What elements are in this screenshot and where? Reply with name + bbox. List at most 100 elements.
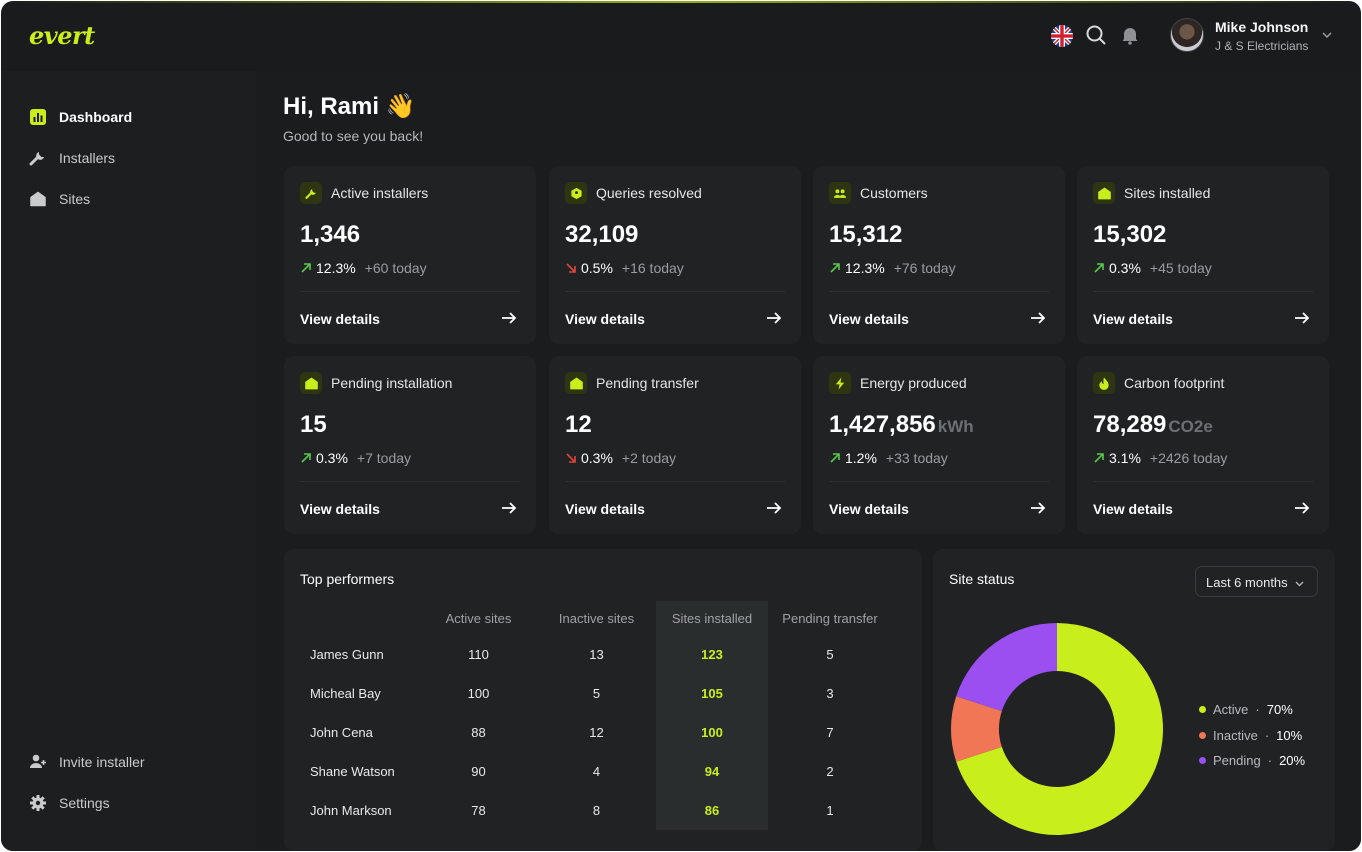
card-pct: 3.1% (1109, 450, 1141, 466)
card-unit: CO2e (1168, 417, 1213, 436)
panel-title: Top performers (300, 571, 395, 587)
table-row[interactable]: James Gunn 110 13 123 5 (300, 635, 892, 674)
arrow-right-icon[interactable] (1029, 309, 1047, 327)
card-today: +76 today (893, 260, 956, 276)
stat-card-pending-installation: Pending installation 15 0.3% +7 today Vi… (284, 356, 536, 534)
arrow-right-icon[interactable] (765, 499, 783, 517)
arrow-right-icon[interactable] (500, 309, 518, 327)
donut-slice-pending[interactable] (956, 623, 1057, 712)
divider (565, 481, 785, 482)
view-details-link[interactable]: View details (829, 311, 909, 327)
divider (1093, 481, 1313, 482)
view-details-link[interactable]: View details (565, 501, 645, 517)
cell-active-sites: 110 (468, 647, 489, 662)
stat-card-customers: Customers 15,312 12.3% +76 today View de… (813, 166, 1065, 344)
view-details-link[interactable]: View details (300, 311, 380, 327)
main-content: Hi, Rami 👋 Good to see you back! Active … (256, 71, 1361, 851)
column-header[interactable]: Active sites (445, 610, 512, 626)
site-status-panel: Site status Last 6 months Active · 70% I… (933, 549, 1335, 851)
legend-dot (1199, 731, 1206, 739)
legend-label: Inactive (1213, 727, 1258, 743)
trend-down-icon (566, 453, 576, 463)
arrow-right-icon[interactable] (1029, 499, 1047, 517)
cell-inactive-sites: 8 (592, 803, 601, 818)
column-header[interactable]: Inactive sites (558, 610, 635, 626)
user-plus-icon (29, 753, 47, 771)
arrow-right-icon[interactable] (1293, 309, 1311, 327)
site-status-donut-chart (951, 623, 1163, 835)
view-details-link[interactable]: View details (1093, 501, 1173, 517)
stat-card-pending-transfer: Pending transfer 12 0.3% +2 today View d… (549, 356, 801, 534)
cell-sites-installed: 94 (656, 752, 768, 791)
legend-value: 70% (1266, 702, 1293, 718)
user-menu[interactable]: Mike Johnson J & S Electricians (1170, 18, 1345, 58)
divider (829, 481, 1049, 482)
flame-icon (1093, 372, 1115, 394)
chevron-down-icon[interactable] (1320, 28, 1334, 42)
card-delta: 12.3% +76 today (829, 260, 956, 276)
card-delta: 12.3% +60 today (300, 260, 427, 276)
cell-active-sites: 100 (467, 686, 490, 701)
legend-item-active: Active · 70% (1199, 697, 1305, 723)
uk-flag-icon[interactable] (1051, 25, 1073, 47)
legend-dot (1199, 706, 1206, 714)
column-header[interactable]: Sites installed (656, 601, 768, 635)
arrow-right-icon[interactable] (500, 499, 518, 517)
trend-up-icon (830, 453, 840, 463)
app-logo[interactable]: evert (29, 21, 95, 50)
view-details-link[interactable]: View details (829, 501, 909, 517)
view-details-link[interactable]: View details (1093, 311, 1173, 327)
card-title: Customers (860, 185, 928, 201)
sidebar-item-dashboard[interactable]: Dashboard (29, 105, 132, 129)
arrow-right-icon[interactable] (765, 309, 783, 327)
table-header-row: Active sites Inactive sites Sites instal… (300, 601, 892, 635)
trend-up-icon (301, 453, 311, 463)
legend-item-inactive: Inactive · 10% (1199, 723, 1305, 749)
divider (300, 481, 520, 482)
arrow-right-icon[interactable] (1293, 499, 1311, 517)
card-delta: 1.2% +33 today (829, 450, 948, 466)
card-pct: 12.3% (316, 260, 356, 276)
table-row[interactable]: John Cena 88 12 100 7 (300, 713, 892, 752)
legend-separator: · (1264, 727, 1270, 743)
avatar[interactable] (1170, 18, 1204, 52)
donut-slice-inactive[interactable] (951, 696, 1002, 762)
performer-name: Shane Watson (310, 764, 395, 779)
view-details-link[interactable]: View details (565, 311, 645, 327)
stat-card-queries-resolved: Queries resolved 32,109 0.5% +16 today V… (549, 166, 801, 344)
divider (829, 291, 1049, 292)
sidebar-item-label: Installers (59, 150, 116, 166)
card-today: +60 today (364, 260, 427, 276)
cell-sites-installed: 105 (656, 674, 768, 713)
search-icon[interactable] (1084, 23, 1108, 47)
bell-icon[interactable] (1118, 23, 1142, 47)
card-delta: 0.3% +45 today (1093, 260, 1212, 276)
card-today: +2 today (621, 450, 677, 466)
cell-active-sites: 90 (471, 764, 486, 779)
divider (300, 291, 520, 292)
divider (1093, 291, 1313, 292)
user-company: J & S Electricians (1215, 39, 1309, 53)
view-details-link[interactable]: View details (300, 501, 380, 517)
cell-pending-transfer: 1 (826, 803, 834, 818)
table-row[interactable]: John Markson 78 8 86 1 (300, 791, 892, 830)
sidebar-item-sites[interactable]: Sites (29, 187, 90, 211)
table-row[interactable]: Micheal Bay 100 5 105 3 (300, 674, 892, 713)
legend-label: Active (1213, 702, 1249, 718)
table-row[interactable]: Shane Watson 90 4 94 2 (300, 752, 892, 791)
card-today: +45 today (1149, 260, 1212, 276)
cell-pending-transfer: 2 (826, 764, 834, 779)
stat-card-carbon-footprint: Carbon footprint 78,289 CO2e 3.1% +2426 t… (1077, 356, 1329, 534)
card-value: 15,302 (1093, 221, 1167, 248)
date-range-select[interactable]: Last 6 months (1195, 566, 1318, 597)
divider (565, 291, 785, 292)
card-pct: 0.3% (316, 450, 348, 466)
sidebar-item-invite-installer[interactable]: Invite installer (29, 750, 145, 774)
column-header[interactable]: Pending transfer (782, 610, 878, 626)
donut-slice-active[interactable] (956, 623, 1163, 835)
card-value: 1,346 (300, 221, 361, 248)
sidebar-item-installers[interactable]: Installers (29, 146, 115, 170)
cell-sites-installed: 123 (656, 635, 768, 674)
sidebar-item-settings[interactable]: Settings (29, 791, 110, 815)
